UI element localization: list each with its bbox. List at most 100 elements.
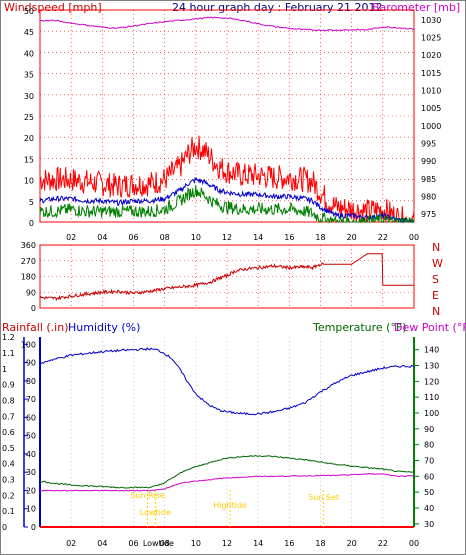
dewpoint-line xyxy=(39,473,415,492)
barometer-line xyxy=(39,16,415,32)
rain-tick-label: 0.3 xyxy=(2,476,15,485)
barometer-tick-label: 990 xyxy=(421,157,436,166)
humidity-tick-label: 50 xyxy=(26,432,36,441)
thermo-x-tick-label: 00 xyxy=(409,539,419,548)
temperature-line xyxy=(39,454,415,489)
wind-plot-border xyxy=(39,9,415,223)
humidity-label: Humidity (%) xyxy=(68,321,140,334)
dewpoint-label: Dew Point (°F) xyxy=(394,321,466,334)
wind-x-tick-label: 10 xyxy=(191,233,201,242)
wind-x-tick-label: 12 xyxy=(222,233,232,242)
wind-x-tick-label: 14 xyxy=(253,233,263,242)
thermo-grid xyxy=(70,337,415,527)
rain-tick-label: 0.7 xyxy=(2,412,15,421)
rain-tick-label: 0.4 xyxy=(2,460,15,469)
humidity-tick-label: 80 xyxy=(26,377,36,386)
wind-x-tick-label: 06 xyxy=(128,233,138,242)
barometer-tick-label: 1010 xyxy=(421,87,441,96)
event-label: Sun Set xyxy=(308,493,339,502)
humidity-tick-label: 20 xyxy=(26,486,36,495)
windspeed-tick-label: 45 xyxy=(24,28,34,37)
direction-tick-label: 90 xyxy=(26,288,36,297)
windspeed-tick-label: 30 xyxy=(24,92,34,101)
temperature-tick-label: 80 xyxy=(424,441,434,450)
thermo-x-tick-label: 18 xyxy=(315,539,325,548)
barometer-tick-label: 1020 xyxy=(421,51,441,60)
temperature-humidity-panel: Rainfall (.in) Humidity (%) Temperature … xyxy=(2,321,466,548)
rain-tick-label: 0.5 xyxy=(2,444,15,453)
temperature-tick-label: 50 xyxy=(424,488,434,497)
wind-barometer-panel: Windspeed [mph] 24 hour graph day : Febr… xyxy=(4,1,460,242)
thermo-x-tick-label: 20 xyxy=(347,539,357,548)
compass-label: S xyxy=(432,273,439,286)
barometer-tick-label: 995 xyxy=(421,140,436,149)
humidity-tick-label: 40 xyxy=(26,450,36,459)
barometer-tick-label: 1000 xyxy=(421,122,441,131)
rain-tick-label: 0.6 xyxy=(2,428,15,437)
temperature-tick-label: 100 xyxy=(424,409,439,418)
thermo-x-tick-label: 14 xyxy=(253,539,263,548)
wind-x-tick-label: 22 xyxy=(378,233,388,242)
thermo-x-tick-label: 12 xyxy=(222,539,232,548)
humidity-line xyxy=(39,347,415,416)
thermo-series-group xyxy=(39,347,415,492)
temperature-tick-label: 110 xyxy=(424,393,439,402)
direction-tick-label: 0 xyxy=(31,304,36,313)
rainfall-label: Rainfall (.in) xyxy=(2,321,69,334)
thermo-x-ticks: 02 04 06 08 10 12 14 16 18 20 22 00 Lowtide xyxy=(66,539,419,548)
direction-plot-border xyxy=(39,244,415,309)
average-line xyxy=(39,176,414,224)
thermo-x-tick-label: 10 xyxy=(191,539,201,548)
direction-tick-label: 270 xyxy=(21,257,36,266)
thermo-x-tick-label: 16 xyxy=(284,539,294,548)
low-line xyxy=(39,184,415,224)
wind-x-ticks: 02 04 06 08 10 12 14 16 18 20 22 00 xyxy=(66,233,419,242)
windspeed-tick-label: 10 xyxy=(24,177,34,186)
event-label: Lowtide xyxy=(140,508,171,517)
barometer-tick-label: 975 xyxy=(421,210,436,219)
barometer-tick-label: 1025 xyxy=(421,34,441,43)
rain-tick-label: 0.8 xyxy=(2,396,15,405)
wind-x-tick-label: 18 xyxy=(315,233,325,242)
humidity-tick-label: 60 xyxy=(26,413,36,422)
windspeed-tick-label: 50 xyxy=(24,7,34,16)
temperature-tick-label: 120 xyxy=(424,377,439,386)
humidity-tick-label: 100 xyxy=(21,340,36,349)
temperature-tick-label: 90 xyxy=(424,425,434,434)
compass-label: W xyxy=(432,257,443,270)
windspeed-tick-label: 15 xyxy=(24,155,34,164)
thermo-x-tick-label: 04 xyxy=(97,539,107,548)
wind-x-tick-label: 02 xyxy=(66,233,76,242)
humidity-tick-label: 30 xyxy=(26,468,36,477)
direction-ticks: 0 90 180 270 360 xyxy=(21,241,36,313)
windspeed-tick-label: 5 xyxy=(29,198,34,207)
barometer-tick-label: 985 xyxy=(421,175,436,184)
wind-x-tick-label: 04 xyxy=(97,233,107,242)
humidity-tick-label: 0 xyxy=(31,523,36,532)
temperature-tick-label: 130 xyxy=(424,362,439,371)
wind-x-tick-label: 08 xyxy=(160,233,170,242)
event-label: Hightide xyxy=(213,501,247,510)
barometer-tick-label: 1015 xyxy=(421,69,441,78)
compass-label: E xyxy=(432,289,439,302)
temperature-label: Temperature (°F) xyxy=(312,321,407,334)
windspeed-tick-label: 25 xyxy=(24,113,34,122)
rain-ticks: 0 0.1 0.2 0.3 0.4 0.5 0.6 0.7 0.8 0.9 1 1.1 1.2 xyxy=(2,333,15,532)
temperature-tick-label: 40 xyxy=(424,504,434,513)
wind-x-tick-label: 20 xyxy=(347,233,357,242)
humidity-tick-label: 70 xyxy=(26,395,36,404)
direction-tick-label: 180 xyxy=(21,273,36,282)
rain-tick-label: 1.2 xyxy=(2,333,15,342)
barometer-tick-label: 980 xyxy=(421,193,436,202)
windspeed-tick-label: 35 xyxy=(24,71,34,80)
windspeed-ticks: 0 5 10 15 20 25 30 35 40 45 50 xyxy=(24,7,34,228)
thermo-x-tick-label: 06 xyxy=(128,539,138,548)
event-markers: Sun Rise Lowtide Hightide Sun Set xyxy=(130,490,339,527)
rain-tick-label: 0.9 xyxy=(2,381,15,390)
barometer-ticks: 975 980 985 990 995 1000 1005 1010 1015 1020 1025 1… xyxy=(421,16,441,219)
rain-tick-label: 1 xyxy=(2,365,7,374)
